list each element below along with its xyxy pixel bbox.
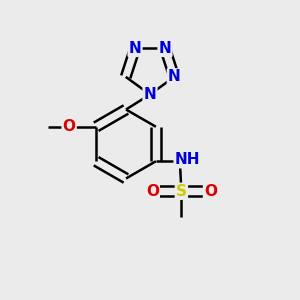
Text: N: N xyxy=(144,87,156,102)
Text: O: O xyxy=(204,184,217,199)
Text: O: O xyxy=(63,119,76,134)
Text: O: O xyxy=(146,184,159,199)
Text: N: N xyxy=(159,41,171,56)
Text: N: N xyxy=(168,69,181,84)
Text: S: S xyxy=(176,184,187,199)
Text: NH: NH xyxy=(175,152,200,167)
Text: N: N xyxy=(129,41,141,56)
